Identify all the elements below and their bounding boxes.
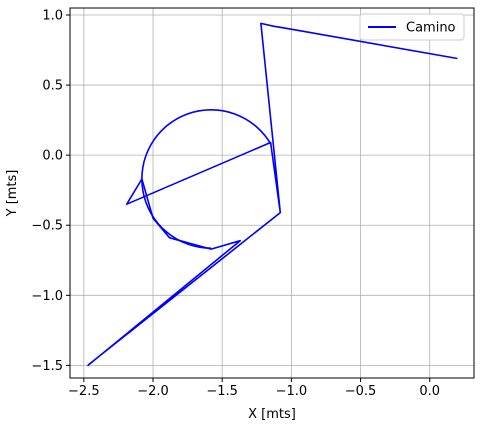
series-line-camino	[87, 22, 458, 367]
y-tick-label: −1.5	[31, 359, 63, 374]
y-tick-label: 1.0	[42, 9, 63, 24]
plot-frame	[69, 7, 475, 379]
series-arc-camino	[141, 109, 272, 249]
y-tick-label: −0.5	[31, 219, 63, 234]
legend-box	[359, 13, 465, 41]
x-tick-label: −2.0	[137, 384, 169, 399]
y-tick-label: 0.0	[42, 149, 63, 164]
legend: Camino	[359, 13, 465, 41]
series-layer	[87, 22, 458, 367]
y-tick-label: 0.5	[42, 79, 63, 94]
x-tick-label: −2.5	[68, 384, 100, 399]
x-tick-label: −1.0	[276, 384, 308, 399]
x-tick-label: −1.5	[206, 384, 238, 399]
x-axis-ticks: −2.5 −2.0 −1.5 −1.0 −0.5 0.0	[68, 378, 440, 399]
y-axis-label: Y [mts]	[5, 170, 20, 218]
legend-label-camino: Camino	[406, 21, 456, 36]
x-tick-label: −0.5	[345, 384, 377, 399]
y-axis-ticks: 1.0 0.5 0.0 −0.5 −1.0 −1.5	[31, 9, 70, 374]
x-axis-label: X [mts]	[248, 407, 296, 422]
y-tick-label: −1.0	[31, 289, 63, 304]
x-tick-label: 0.0	[419, 384, 440, 399]
